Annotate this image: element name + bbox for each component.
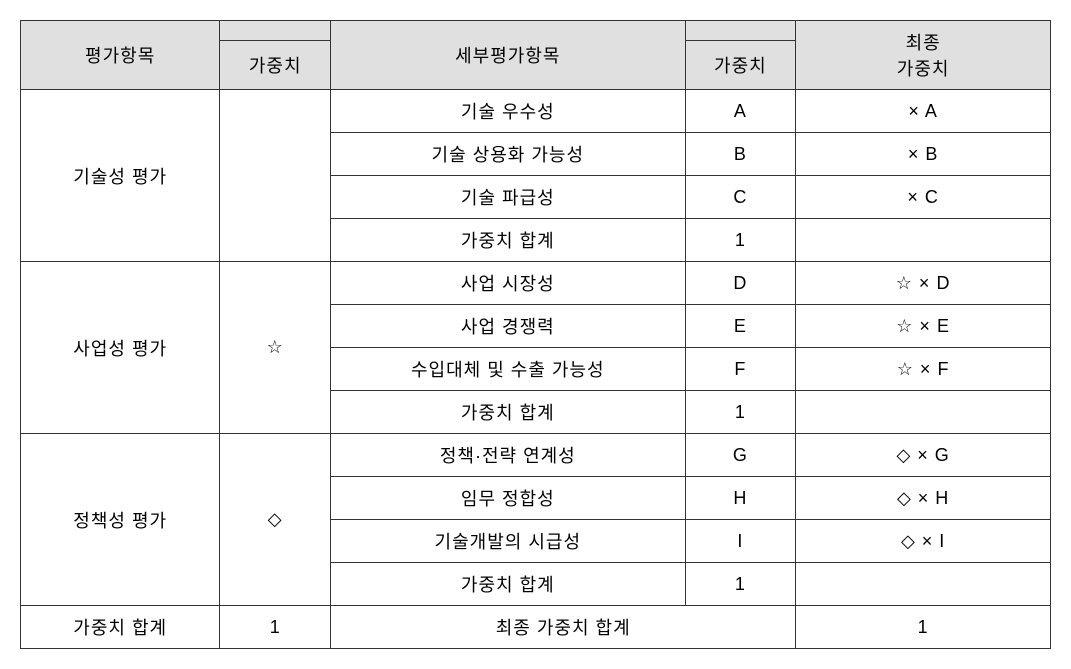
final-cell: ◇ × I: [796, 520, 1051, 563]
final-cell: ☆ × D: [796, 262, 1051, 305]
final-cell: ◇ × H: [796, 477, 1051, 520]
table-row: 사업성 평가 ☆ 사업 시장성 D ☆ × D: [21, 262, 1051, 305]
weight-cell: I: [685, 520, 796, 563]
weight-cell: F: [685, 348, 796, 391]
header-blank-1: [220, 21, 331, 41]
header-row-1: 평가항목 세부평가항목 최종 가중치: [21, 21, 1051, 41]
header-blank-2: [685, 21, 796, 41]
table-row: 기술성 평가 기술 우수성 A × A: [21, 90, 1051, 133]
symbol-cell: ☆: [220, 262, 331, 434]
final-cell: × A: [796, 90, 1051, 133]
category-cell: 기술성 평가: [21, 90, 220, 262]
detail-cell: 수입대체 및 수출 가능성: [331, 348, 685, 391]
detail-cell: 사업 시장성: [331, 262, 685, 305]
final-cell: × B: [796, 133, 1051, 176]
final-cell: ☆ × F: [796, 348, 1051, 391]
category-cell: 정책성 평가: [21, 434, 220, 606]
symbol-cell: [220, 90, 331, 262]
weight-cell: D: [685, 262, 796, 305]
final-cell: [796, 391, 1051, 434]
footer-final: 1: [796, 606, 1051, 649]
weight-cell: A: [685, 90, 796, 133]
detail-cell: 기술 우수성: [331, 90, 685, 133]
detail-cell: 가중치 합계: [331, 391, 685, 434]
symbol-cell: ◇: [220, 434, 331, 606]
weight-cell: B: [685, 133, 796, 176]
detail-cell: 정책·전략 연계성: [331, 434, 685, 477]
detail-cell: 사업 경쟁력: [331, 305, 685, 348]
detail-cell: 기술 파급성: [331, 176, 685, 219]
weight-cell: 1: [685, 391, 796, 434]
footer-weight1: 1: [220, 606, 331, 649]
weight-cell: 1: [685, 563, 796, 606]
category-cell: 사업성 평가: [21, 262, 220, 434]
final-cell: [796, 563, 1051, 606]
header-final: 최종 가중치: [796, 21, 1051, 90]
footer-row: 가중치 합계 1 최종 가중치 합계 1: [21, 606, 1051, 649]
final-cell: ☆ × E: [796, 305, 1051, 348]
header-weight2: 가중치: [685, 40, 796, 89]
footer-detail: 최종 가중치 합계: [331, 606, 796, 649]
table-row: 정책성 평가 ◇ 정책·전략 연계성 G ◇ × G: [21, 434, 1051, 477]
weight-cell: C: [685, 176, 796, 219]
header-category: 평가항목: [21, 21, 220, 90]
weight-cell: H: [685, 477, 796, 520]
footer-category: 가중치 합계: [21, 606, 220, 649]
final-cell: × C: [796, 176, 1051, 219]
weight-cell: E: [685, 305, 796, 348]
weight-cell: 1: [685, 219, 796, 262]
header-detail: 세부평가항목: [331, 21, 685, 90]
final-cell: ◇ × G: [796, 434, 1051, 477]
detail-cell: 기술 상용화 가능성: [331, 133, 685, 176]
weight-cell: G: [685, 434, 796, 477]
header-weight1: 가중치: [220, 40, 331, 89]
final-cell: [796, 219, 1051, 262]
evaluation-weight-table: 평가항목 세부평가항목 최종 가중치 가중치 가중치 기술성 평가 기술 우수성…: [20, 20, 1051, 649]
detail-cell: 가중치 합계: [331, 563, 685, 606]
detail-cell: 기술개발의 시급성: [331, 520, 685, 563]
detail-cell: 가중치 합계: [331, 219, 685, 262]
detail-cell: 임무 정합성: [331, 477, 685, 520]
